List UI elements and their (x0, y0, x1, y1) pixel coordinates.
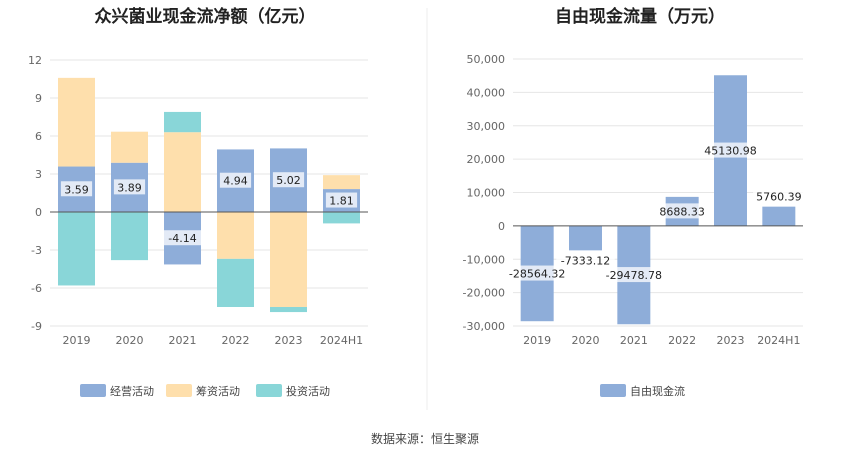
x-tick-label: 2022 (222, 334, 250, 347)
y-tick-label: 50,000 (467, 53, 506, 66)
data-label: 4.94 (223, 175, 248, 188)
x-tick-label: 2021 (169, 334, 197, 347)
bar-筹资活动 (270, 212, 307, 307)
bar-投资活动 (270, 307, 307, 313)
left-chart: 众兴菌业现金流净额（亿元） 12 9 6 3 0 -3 -6 -9 3.59 3.89 -4.14… (28, 6, 368, 398)
data-label-bg (60, 181, 93, 197)
data-label: 5.02 (276, 174, 301, 187)
right-legend: 自由现金流 (600, 384, 685, 398)
y-tick-label: 20,000 (467, 153, 506, 166)
y-tick-label: 0 (35, 206, 42, 219)
right-chart: 自由现金流量（万元） 50,000 40,000 30,000 20,000 10,00… (463, 6, 805, 398)
left-bars (58, 77, 360, 313)
data-label: 1.81 (329, 195, 354, 208)
y-tick-label: -20,000 (463, 287, 505, 300)
y-tick-label: -6 (31, 282, 42, 295)
right-chart-title: 自由现金流量（万元） (555, 6, 725, 27)
legend-label: 筹资活动 (196, 384, 240, 398)
bar-投资活动 (164, 111, 201, 133)
right-x-tick-labels: 2019 2020 2021 2022 2023 2024H1 (523, 334, 800, 347)
data-label-bg (601, 267, 667, 283)
bar-筹资活动 (323, 175, 360, 190)
x-tick-label: 2024H1 (757, 334, 800, 347)
bar-fcf (762, 206, 796, 226)
y-tick-label: -3 (31, 244, 42, 257)
left-gridlines (50, 59, 368, 327)
y-tick-label: 12 (28, 54, 42, 67)
left-x-tick-labels: 2019 2020 2021 2022 2023 2024H1 (63, 334, 364, 347)
data-label: 5760.39 (756, 191, 802, 204)
data-label-bg (504, 265, 570, 281)
x-tick-label: 2021 (620, 334, 648, 347)
y-tick-label: 30,000 (467, 120, 506, 133)
y-tick-label: -30,000 (463, 320, 505, 333)
x-tick-label: 2020 (572, 334, 600, 347)
data-label: -4.14 (168, 232, 196, 245)
legend-label: 自由现金流 (630, 384, 685, 398)
left-data-labels: 3.59 3.89 -4.14 4.94 5.02 1.81 (60, 172, 358, 246)
left-chart-title: 众兴菌业现金流净额（亿元） (95, 6, 316, 27)
bar-筹资活动 (217, 212, 254, 259)
left-legend: 经营活动 筹资活动 投资活动 (80, 384, 330, 398)
x-tick-label: 2020 (116, 334, 144, 347)
data-label: 45130.98 (704, 145, 757, 158)
data-label: 3.89 (117, 181, 142, 194)
data-label: 3.59 (64, 183, 89, 196)
x-tick-label: 2024H1 (320, 334, 363, 347)
legend-swatch (166, 384, 192, 397)
data-label: -29478.78 (606, 269, 662, 282)
legend-swatch (256, 384, 282, 397)
data-label-bg (556, 252, 615, 268)
data-label: -7333.12 (561, 254, 610, 267)
data-label-bg (272, 172, 305, 188)
bar-投资活动 (111, 212, 148, 261)
legend-label: 投资活动 (286, 384, 330, 398)
x-tick-label: 2023 (275, 334, 303, 347)
y-tick-label: 40,000 (467, 86, 506, 99)
legend-swatch (600, 384, 626, 397)
data-label: 8688.33 (659, 205, 705, 218)
right-data-labels: -28564.32-7333.12 -29478.78 8688.33 45130.9… (504, 142, 805, 283)
bar-投资活动 (323, 212, 360, 224)
bar-筹资活动 (111, 131, 148, 163)
y-tick-label: 3 (35, 168, 42, 181)
data-label-bg (113, 179, 146, 195)
bar-筹资活动 (58, 77, 95, 167)
x-tick-label: 2022 (668, 334, 696, 347)
x-tick-label: 2023 (717, 334, 745, 347)
data-source-note: 数据来源：恒生聚源 (371, 431, 479, 446)
bar-投资活动 (217, 258, 254, 307)
right-y-tick-labels: 50,000 40,000 30,000 20,000 10,000 0 -10,000 -2… (463, 53, 505, 333)
y-tick-label: 9 (35, 92, 42, 105)
y-tick-label: 6 (35, 130, 42, 143)
bar-筹资活动 (164, 132, 201, 212)
bar-fcf (569, 225, 602, 251)
legend-swatch (80, 384, 106, 397)
data-label-bg (163, 230, 202, 246)
data-label-bg (753, 188, 805, 204)
x-tick-label: 2019 (63, 334, 91, 347)
legend-label: 经营活动 (110, 384, 154, 398)
data-label-bg (219, 172, 252, 188)
data-label-bg (325, 192, 358, 208)
y-tick-label: -10,000 (463, 253, 505, 266)
data-label: -28564.32 (509, 268, 565, 281)
x-tick-label: 2019 (523, 334, 551, 347)
y-tick-label: -9 (31, 320, 42, 333)
y-tick-label: 0 (498, 220, 505, 233)
bar-投资活动 (58, 212, 95, 286)
data-label-bg (701, 142, 760, 158)
left-y-tick-labels: 12 9 6 3 0 -3 -6 -9 (28, 54, 42, 333)
y-tick-label: 10,000 (467, 187, 506, 200)
data-label-bg (656, 203, 708, 219)
